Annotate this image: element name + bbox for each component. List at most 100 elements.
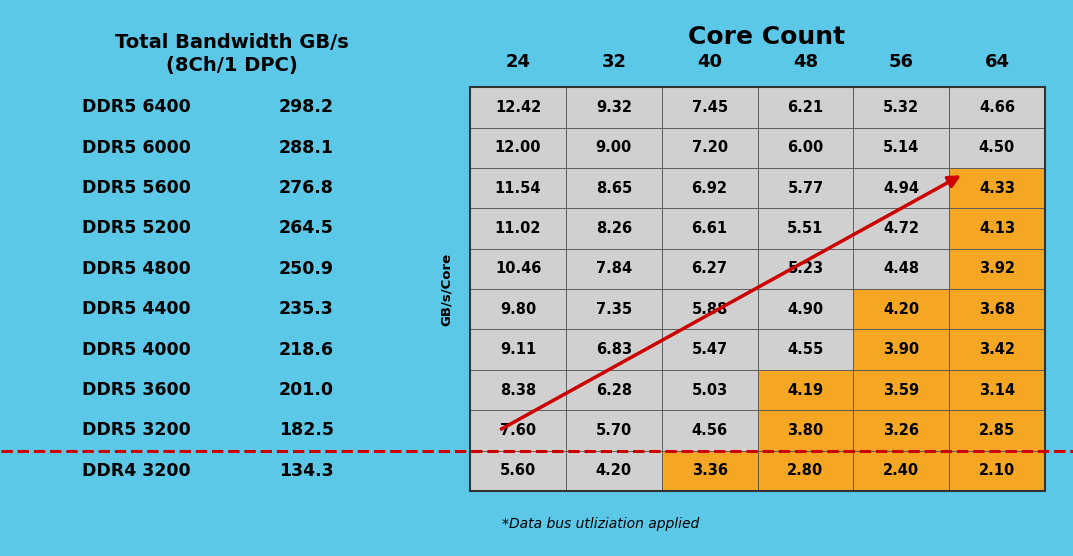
Text: 3.42: 3.42 [979, 342, 1015, 357]
Text: Core Count: Core Count [688, 26, 846, 49]
Bar [758, 249, 853, 289]
Bar [565, 370, 662, 410]
Bar [758, 450, 853, 491]
Bar [662, 450, 758, 491]
Text: 6.92: 6.92 [692, 181, 727, 196]
Bar [758, 370, 853, 410]
Bar [758, 127, 853, 168]
Text: 32: 32 [601, 53, 627, 71]
Bar [470, 87, 565, 127]
Bar [950, 410, 1045, 450]
Text: 4.33: 4.33 [979, 181, 1015, 196]
Text: 12.42: 12.42 [495, 100, 541, 115]
Text: 3.36: 3.36 [692, 463, 727, 478]
Bar [950, 289, 1045, 330]
Bar [662, 168, 758, 208]
Bar [565, 330, 662, 370]
Bar [853, 208, 950, 249]
Text: 5.14: 5.14 [883, 140, 920, 155]
Text: DDR5 6000: DDR5 6000 [82, 138, 191, 157]
Text: 2.40: 2.40 [883, 463, 920, 478]
Bar [853, 450, 950, 491]
Bar [950, 168, 1045, 208]
Text: DDR5 3200: DDR5 3200 [82, 421, 190, 439]
Text: 134.3: 134.3 [279, 462, 334, 480]
Bar [565, 127, 662, 168]
Text: 4.20: 4.20 [596, 463, 632, 478]
Text: 201.0: 201.0 [279, 381, 334, 399]
Text: 4.56: 4.56 [691, 423, 727, 438]
Bar [950, 249, 1045, 289]
Bar [853, 249, 950, 289]
Bar [950, 127, 1045, 168]
Text: 64: 64 [984, 53, 1010, 71]
Bar [470, 168, 565, 208]
Bar [758, 168, 853, 208]
Text: 5.77: 5.77 [788, 181, 823, 196]
Text: 235.3: 235.3 [279, 300, 334, 318]
Text: 24: 24 [505, 53, 530, 71]
Text: 4.72: 4.72 [883, 221, 920, 236]
Bar [662, 289, 758, 330]
Text: 6.61: 6.61 [691, 221, 727, 236]
Bar [853, 330, 950, 370]
Text: 7.20: 7.20 [691, 140, 727, 155]
Text: 7.35: 7.35 [596, 302, 632, 317]
Text: 8.38: 8.38 [500, 383, 536, 398]
Bar [470, 127, 565, 168]
Text: 250.9: 250.9 [279, 260, 334, 278]
Bar [950, 208, 1045, 249]
Text: 3.14: 3.14 [979, 383, 1015, 398]
Bar [662, 127, 758, 168]
Text: 4.66: 4.66 [979, 100, 1015, 115]
Text: 3.68: 3.68 [979, 302, 1015, 317]
Text: 4.50: 4.50 [979, 140, 1015, 155]
Text: 5.47: 5.47 [691, 342, 727, 357]
Text: 4.13: 4.13 [979, 221, 1015, 236]
Bar [853, 410, 950, 450]
Bar [565, 208, 662, 249]
Text: DDR5 4400: DDR5 4400 [82, 300, 190, 318]
Bar [758, 410, 853, 450]
Text: 9.00: 9.00 [596, 140, 632, 155]
Text: 6.21: 6.21 [788, 100, 823, 115]
Text: 218.6: 218.6 [279, 341, 334, 359]
Bar [662, 87, 758, 127]
Text: 3.80: 3.80 [788, 423, 823, 438]
Bar [565, 289, 662, 330]
Text: 56: 56 [888, 53, 914, 71]
Bar [470, 289, 565, 330]
Text: 4.90: 4.90 [788, 302, 823, 317]
Text: 8.65: 8.65 [596, 181, 632, 196]
Text: 7.60: 7.60 [500, 423, 536, 438]
Text: *Data bus utliziation applied: *Data bus utliziation applied [502, 517, 700, 531]
Bar [950, 87, 1045, 127]
Text: 4.19: 4.19 [788, 383, 823, 398]
Bar [758, 330, 853, 370]
Bar [758, 87, 853, 127]
Text: 11.54: 11.54 [495, 181, 541, 196]
Bar [758, 289, 853, 330]
Text: 288.1: 288.1 [279, 138, 334, 157]
Text: 6.27: 6.27 [692, 261, 727, 276]
Text: 9.11: 9.11 [500, 342, 536, 357]
Text: DDR5 4800: DDR5 4800 [82, 260, 190, 278]
Bar [565, 249, 662, 289]
Bar [470, 330, 565, 370]
Text: 2.80: 2.80 [788, 463, 823, 478]
Text: 3.26: 3.26 [883, 423, 920, 438]
Text: 3.90: 3.90 [883, 342, 920, 357]
Text: 9.80: 9.80 [500, 302, 536, 317]
Bar [853, 127, 950, 168]
Bar [950, 330, 1045, 370]
Text: 2.85: 2.85 [979, 423, 1015, 438]
Text: 12.00: 12.00 [495, 140, 541, 155]
Text: DDR5 4000: DDR5 4000 [82, 341, 190, 359]
Bar [662, 410, 758, 450]
Text: GB/s/Core: GB/s/Core [440, 252, 453, 326]
Text: 5.32: 5.32 [883, 100, 920, 115]
Text: 5.88: 5.88 [691, 302, 727, 317]
Text: 3.59: 3.59 [883, 383, 920, 398]
Text: 5.51: 5.51 [788, 221, 824, 236]
Bar [565, 168, 662, 208]
